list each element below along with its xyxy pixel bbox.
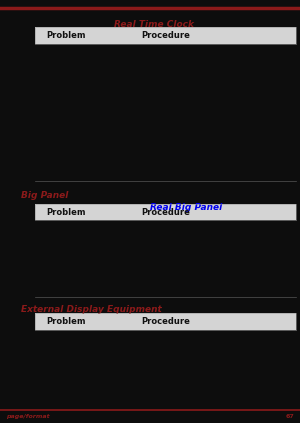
Text: Procedure: Procedure bbox=[141, 208, 190, 217]
Text: Problem: Problem bbox=[46, 208, 86, 217]
Text: Big Panel: Big Panel bbox=[21, 191, 68, 200]
Text: Real Time Clock: Real Time Clock bbox=[114, 20, 194, 29]
Text: Problem: Problem bbox=[46, 31, 86, 40]
Text: Problem: Problem bbox=[46, 317, 86, 326]
Text: page/format: page/format bbox=[6, 414, 50, 419]
FancyBboxPatch shape bbox=[34, 27, 296, 44]
Text: Procedure: Procedure bbox=[141, 317, 190, 326]
Text: External Display Equipment: External Display Equipment bbox=[21, 305, 162, 314]
FancyBboxPatch shape bbox=[34, 313, 296, 330]
Text: Real Big Panel: Real Big Panel bbox=[150, 203, 222, 212]
Text: Procedure: Procedure bbox=[141, 31, 190, 40]
FancyBboxPatch shape bbox=[34, 204, 296, 220]
Text: 67: 67 bbox=[285, 414, 294, 419]
